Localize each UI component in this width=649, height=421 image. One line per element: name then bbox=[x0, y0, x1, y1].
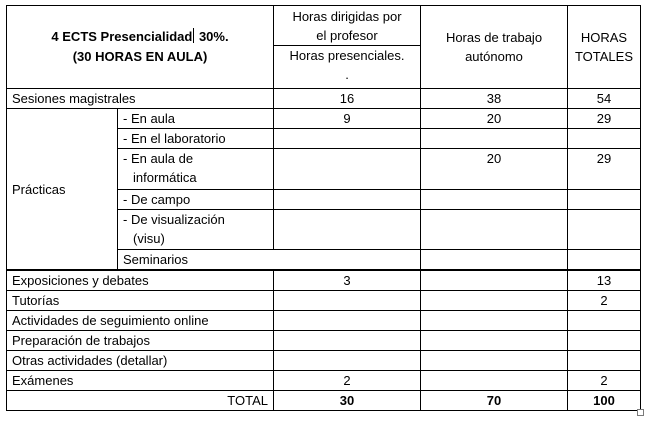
cell-presencial[interactable] bbox=[273, 330, 421, 351]
cell-total[interactable] bbox=[567, 350, 641, 371]
cell-autonomo[interactable] bbox=[420, 189, 568, 210]
cell-presencial[interactable] bbox=[273, 148, 421, 190]
hours-table: 4 ECTS Presencialidad 30%. (30 HORAS EN … bbox=[6, 5, 641, 270]
row-label[interactable]: Seminarios bbox=[117, 249, 421, 270]
cell-total[interactable]: 54 bbox=[567, 88, 641, 109]
text-cursor bbox=[193, 28, 195, 43]
cell-presencial[interactable]: 16 bbox=[273, 88, 421, 109]
cell-autonomo[interactable] bbox=[420, 310, 568, 331]
cell-presencial[interactable]: 2 bbox=[273, 370, 421, 391]
table-row-seminarios: Seminarios bbox=[7, 249, 641, 270]
hours-table-lower: Exposiciones y debates 3 13 Tutorías 2 A… bbox=[6, 270, 641, 411]
table-row-campo: - De campo bbox=[7, 189, 641, 210]
row-label[interactable]: Exámenes bbox=[6, 370, 274, 391]
autonomous-hours-header[interactable]: Horas de trabajo autónomo bbox=[420, 5, 568, 89]
title-cell[interactable]: 4 ECTS Presencialidad 30%. (30 HORAS EN … bbox=[6, 5, 274, 89]
table-row-aula: Prácticas - En aula 9 20 29 bbox=[6, 108, 641, 270]
row-label[interactable]: - En aula de informática bbox=[117, 148, 274, 190]
row-label[interactable]: - De visualización (visu) bbox=[117, 209, 274, 250]
cell-autonomo[interactable] bbox=[420, 128, 568, 149]
cell-presencial[interactable]: 9 bbox=[273, 108, 421, 129]
cell-total[interactable]: 2 bbox=[567, 370, 641, 391]
cell-autonomo[interactable] bbox=[420, 330, 568, 351]
cell-total[interactable]: 100 bbox=[567, 390, 641, 411]
title-line-2: (30 HORAS EN AULA) bbox=[72, 49, 208, 64]
cell-presencial[interactable]: 30 bbox=[273, 390, 421, 411]
cell-total[interactable]: 2 bbox=[567, 290, 641, 311]
cell-total[interactable] bbox=[567, 310, 641, 331]
row-label[interactable]: Actividades de seguimiento online bbox=[6, 310, 274, 331]
table-row-magistrales: Sesiones magistrales 16 38 54 bbox=[6, 88, 641, 109]
cell-autonomo[interactable]: 70 bbox=[420, 390, 568, 411]
cell-autonomo[interactable] bbox=[420, 270, 568, 291]
row-label[interactable]: Otras actividades (detallar) bbox=[6, 350, 274, 371]
cell-total[interactable] bbox=[567, 330, 641, 351]
presential-hours-header[interactable]: Horas presenciales. . bbox=[273, 45, 421, 89]
cell-total[interactable]: 13 bbox=[567, 270, 641, 291]
row-label[interactable]: Sesiones magistrales bbox=[6, 88, 274, 109]
cell-presencial[interactable] bbox=[273, 189, 421, 210]
row-label[interactable]: - De campo bbox=[117, 189, 274, 210]
row-label[interactable]: - En aula bbox=[117, 108, 274, 129]
cell-presencial[interactable] bbox=[273, 209, 421, 250]
cell-presencial[interactable] bbox=[273, 290, 421, 311]
row-label[interactable]: TOTAL bbox=[6, 390, 274, 411]
table-row-seguimiento: Actividades de seguimiento online bbox=[6, 310, 641, 331]
cell-total[interactable] bbox=[567, 128, 641, 149]
cell-total[interactable] bbox=[567, 189, 641, 210]
table-row-total: TOTAL 30 70 100 bbox=[6, 390, 641, 411]
row-label[interactable]: - En el laboratorio bbox=[117, 128, 274, 149]
table-row-tutorias: Tutorías 2 bbox=[6, 290, 641, 311]
practicas-label[interactable]: Prácticas bbox=[6, 108, 118, 270]
table-row-otras: Otras actividades (detallar) bbox=[6, 350, 641, 371]
cell-presencial[interactable] bbox=[273, 310, 421, 331]
cell-autonomo[interactable] bbox=[420, 290, 568, 311]
row-label[interactable]: Exposiciones y debates bbox=[6, 270, 274, 291]
title-line-1: 4 ECTS Presencialidad 30%. bbox=[51, 28, 229, 44]
cell-autonomo[interactable]: 38 bbox=[420, 88, 568, 109]
table-resize-handle[interactable] bbox=[637, 409, 644, 416]
directed-hours-header[interactable]: Horas dirigidas por el profesor bbox=[273, 5, 421, 46]
cell-autonomo[interactable]: 20 bbox=[420, 148, 568, 190]
row-label[interactable]: Tutorías bbox=[6, 290, 274, 311]
total-hours-header[interactable]: HORAS TOTALES bbox=[567, 5, 641, 89]
table-row-examenes: Exámenes 2 2 bbox=[6, 370, 641, 391]
cell-autonomo[interactable] bbox=[420, 350, 568, 371]
cell-autonomo[interactable] bbox=[567, 249, 641, 270]
cell-autonomo[interactable] bbox=[420, 209, 568, 250]
cell-presencial[interactable] bbox=[273, 350, 421, 371]
header-row-1: 4 ECTS Presencialidad 30%. (30 HORAS EN … bbox=[6, 5, 641, 89]
table-row-exposiciones: Exposiciones y debates 3 13 bbox=[6, 270, 641, 291]
cell-presencial[interactable] bbox=[420, 249, 568, 270]
table-row-preparacion: Preparación de trabajos bbox=[6, 330, 641, 351]
cell-presencial[interactable] bbox=[273, 128, 421, 149]
table-row-laboratorio: - En el laboratorio bbox=[7, 128, 641, 149]
header-row-2: Horas presenciales. . bbox=[7, 45, 641, 89]
cell-autonomo[interactable] bbox=[420, 370, 568, 391]
cell-presencial[interactable]: 3 bbox=[273, 270, 421, 291]
cell-autonomo[interactable]: 20 bbox=[420, 108, 568, 129]
cell-total[interactable]: 29 bbox=[567, 148, 641, 190]
row-label[interactable]: Preparación de trabajos bbox=[6, 330, 274, 351]
cell-total[interactable]: 29 bbox=[567, 108, 641, 129]
table-row-informatica: - En aula de informática 20 29 bbox=[7, 148, 641, 190]
table-row-visualizacion: - De visualización (visu) bbox=[7, 209, 641, 250]
cell-total[interactable] bbox=[567, 209, 641, 250]
